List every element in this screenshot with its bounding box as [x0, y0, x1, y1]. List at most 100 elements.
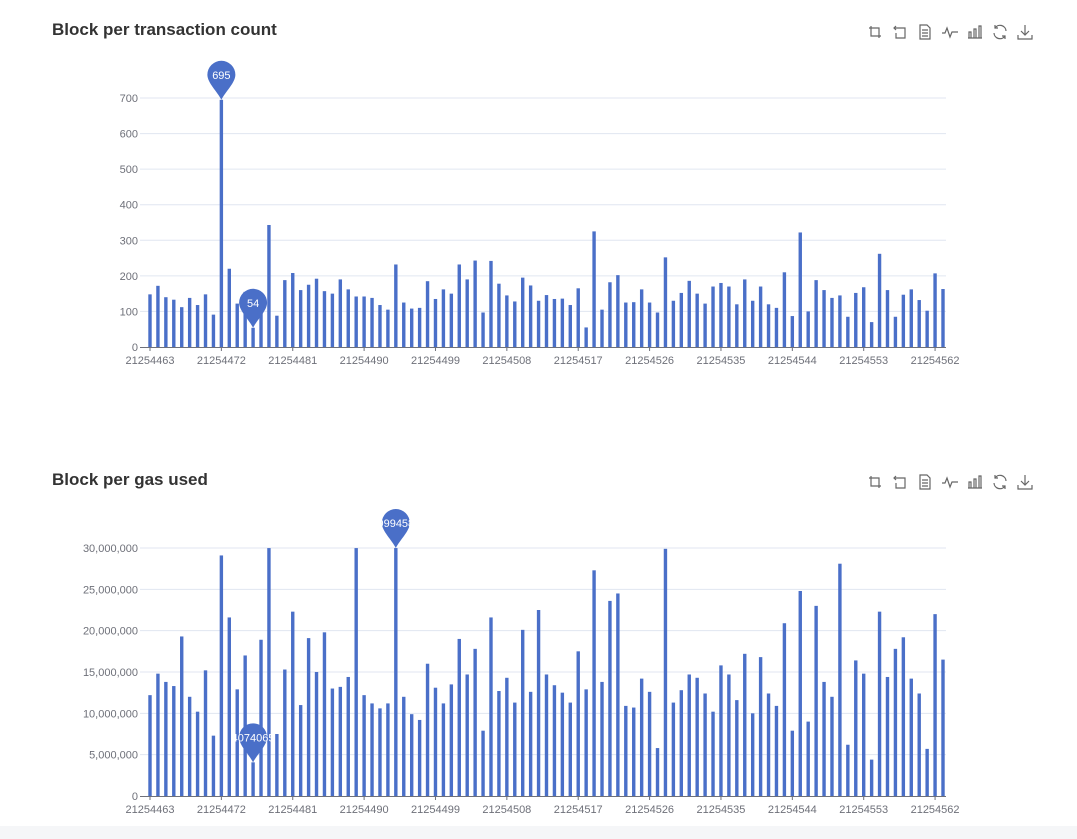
bar[interactable]	[164, 297, 168, 347]
bar[interactable]	[187, 696, 192, 796]
bar[interactable]	[782, 623, 787, 796]
bar[interactable]	[743, 279, 747, 347]
bar[interactable]	[568, 305, 572, 347]
restore-icon[interactable]	[991, 23, 1009, 41]
bar[interactable]	[457, 264, 461, 347]
bar[interactable]	[560, 298, 565, 347]
bar[interactable]	[766, 304, 771, 347]
bar[interactable]	[433, 687, 438, 796]
bar[interactable]	[195, 711, 200, 796]
restore-icon[interactable]	[991, 473, 1009, 491]
zoom-icon[interactable]	[866, 473, 884, 491]
bar[interactable]	[941, 289, 945, 347]
bar[interactable]	[449, 293, 454, 347]
bar[interactable]	[497, 691, 501, 796]
bar[interactable]	[497, 283, 501, 347]
bar[interactable]	[711, 711, 715, 796]
bar[interactable]	[838, 563, 842, 796]
bar[interactable]	[314, 672, 319, 796]
bar[interactable]	[275, 315, 279, 347]
bar[interactable]	[695, 677, 699, 796]
bar[interactable]	[877, 611, 882, 796]
bar[interactable]	[338, 686, 343, 796]
bar[interactable]	[346, 289, 350, 347]
bar[interactable]	[909, 678, 913, 796]
bar[interactable]	[425, 663, 430, 796]
bar[interactable]	[330, 688, 335, 796]
bar[interactable]	[172, 299, 176, 347]
bar[interactable]	[291, 273, 295, 347]
marker-pin[interactable]: 54	[239, 288, 268, 328]
line-chart-icon[interactable]	[941, 473, 959, 491]
marker-pin[interactable]: 4074065	[232, 723, 275, 763]
bar[interactable]	[465, 279, 469, 347]
bar[interactable]	[449, 684, 454, 796]
bar[interactable]	[639, 678, 644, 796]
marker-pin[interactable]: 29994580	[371, 509, 420, 549]
bar[interactable]	[473, 648, 477, 796]
bar[interactable]	[489, 260, 493, 347]
bar[interactable]	[283, 669, 287, 796]
bar[interactable]	[505, 295, 509, 347]
zoom-icon[interactable]	[866, 23, 884, 41]
bar[interactable]	[846, 744, 850, 796]
bar[interactable]	[592, 231, 596, 347]
bar[interactable]	[441, 703, 446, 796]
bar[interactable]	[338, 279, 343, 347]
bar[interactable]	[576, 288, 580, 347]
bar[interactable]	[568, 702, 572, 796]
marker-pin[interactable]: 695	[207, 60, 236, 100]
bar[interactable]	[330, 293, 335, 347]
zoom-reset-icon[interactable]	[891, 473, 909, 491]
bar[interactable]	[314, 278, 319, 347]
bar[interactable]	[513, 301, 517, 347]
bar[interactable]	[719, 665, 723, 796]
bar[interactable]	[441, 289, 446, 347]
bar[interactable]	[219, 555, 224, 796]
bar[interactable]	[370, 703, 374, 796]
bar[interactable]	[774, 307, 779, 347]
bar[interactable]	[306, 638, 311, 796]
bar[interactable]	[735, 304, 739, 347]
bar[interactable]	[235, 689, 239, 796]
bar[interactable]	[647, 691, 652, 796]
bar[interactable]	[885, 290, 890, 347]
zoom-reset-icon[interactable]	[891, 23, 909, 41]
bar[interactable]	[378, 708, 382, 796]
bar[interactable]	[164, 681, 168, 796]
bar[interactable]	[703, 693, 707, 796]
bar[interactable]	[663, 257, 668, 347]
download-icon[interactable]	[1016, 473, 1034, 491]
bar[interactable]	[386, 309, 390, 347]
bar[interactable]	[544, 295, 549, 347]
bar[interactable]	[774, 705, 779, 796]
bar[interactable]	[402, 696, 406, 796]
bar[interactable]	[409, 308, 414, 347]
bar[interactable]	[727, 674, 731, 796]
bar[interactable]	[536, 610, 541, 796]
bar[interactable]	[576, 651, 580, 796]
bar[interactable]	[869, 322, 874, 347]
bar[interactable]	[528, 691, 533, 796]
bar[interactable]	[544, 674, 549, 796]
bar[interactable]	[917, 693, 921, 796]
bar[interactable]	[909, 289, 913, 347]
bar[interactable]	[409, 714, 414, 796]
bar[interactable]	[322, 632, 327, 796]
bar[interactable]	[806, 311, 810, 347]
bar[interactable]	[655, 748, 660, 796]
bar[interactable]	[616, 593, 620, 796]
bar[interactable]	[394, 548, 398, 796]
bar[interactable]	[219, 99, 224, 348]
bar[interactable]	[854, 660, 858, 796]
bar[interactable]	[291, 611, 295, 796]
bar[interactable]	[600, 681, 604, 796]
bar[interactable]	[346, 676, 350, 796]
bar[interactable]	[608, 282, 612, 347]
bar[interactable]	[758, 657, 763, 796]
bar[interactable]	[227, 617, 231, 796]
line-chart-icon[interactable]	[941, 23, 959, 41]
bar-chart-icon[interactable]	[966, 473, 984, 491]
bar[interactable]	[481, 312, 485, 347]
bar[interactable]	[901, 637, 906, 796]
